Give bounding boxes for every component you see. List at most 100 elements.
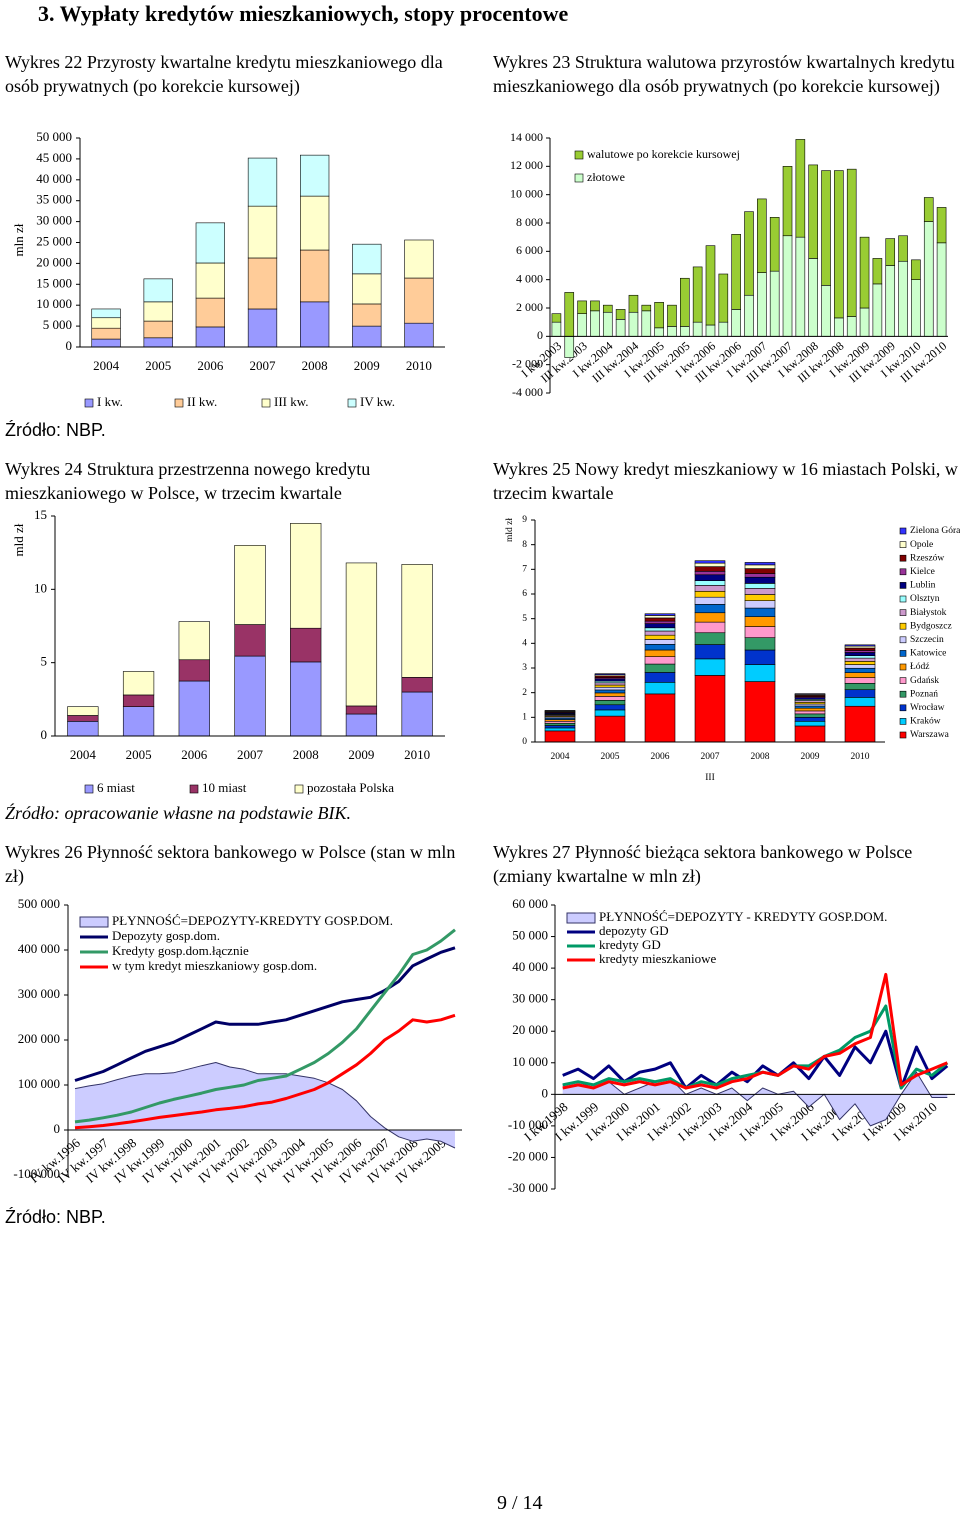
bar-segment xyxy=(577,300,587,314)
bar-segment xyxy=(821,285,831,337)
legend-swatch xyxy=(899,650,907,657)
y-tick-label: 9 xyxy=(522,515,527,525)
bar-segment xyxy=(844,677,876,684)
bar-segment xyxy=(694,580,726,586)
bar-segment xyxy=(844,689,876,698)
x-tick-label: 2005 xyxy=(126,747,152,762)
bar-segment xyxy=(692,321,703,337)
x-tick-label: 2005 xyxy=(145,358,171,373)
bar-segment xyxy=(769,270,780,337)
x-tick-label: 2004 xyxy=(551,752,570,762)
y-tick-label: 25 000 xyxy=(36,233,72,248)
legend-label: Opole xyxy=(910,540,933,550)
bar-segment xyxy=(872,258,883,285)
chart-title: Wykres 25 Nowy kredyt mieszkaniowy w 16 … xyxy=(493,459,958,503)
bar-segment xyxy=(885,265,896,337)
source-note: Źródło: NBP. xyxy=(5,1207,106,1227)
bar-segment xyxy=(844,682,876,691)
bar-segment xyxy=(615,309,626,320)
bar-segment xyxy=(744,573,776,578)
y-tick-label: 0 xyxy=(66,338,73,353)
bar-segment xyxy=(718,321,729,337)
legend-label: walutowe po korekcie kursowej xyxy=(587,147,740,161)
bar-segment xyxy=(794,705,826,709)
bar-segment xyxy=(694,596,726,605)
y-tick-label: 40 000 xyxy=(512,959,548,974)
bar-segment xyxy=(91,327,121,340)
y-tick-label: 60 000 xyxy=(512,896,548,911)
bar-segment xyxy=(564,292,575,337)
bar-segment xyxy=(794,710,826,715)
bar-segment xyxy=(769,217,780,272)
bar-segment xyxy=(844,705,876,743)
bar-segment xyxy=(594,678,626,682)
x-tick-label: 2010 xyxy=(851,752,870,762)
bar-segment xyxy=(290,523,322,629)
bar-segment xyxy=(401,691,433,737)
bar-segment xyxy=(794,707,826,712)
legend-label: Olsztyn xyxy=(910,594,940,604)
legend-swatch xyxy=(899,704,907,712)
legend-swatch xyxy=(84,784,94,794)
bar-segment xyxy=(744,637,776,651)
bar-segment xyxy=(345,705,378,715)
y-tick-label: 7 xyxy=(522,565,527,575)
bar-segment xyxy=(594,673,626,675)
x-tick-label: 2009 xyxy=(801,752,820,762)
bar-segment xyxy=(143,337,173,348)
y-tick-label: 10 000 xyxy=(510,186,543,200)
bar-segment xyxy=(794,693,826,695)
legend-label: III kw. xyxy=(274,394,309,409)
bar-segment xyxy=(705,245,716,326)
bar-segment xyxy=(692,266,703,323)
y-tick-label: 0 xyxy=(41,727,48,742)
bar-segment xyxy=(178,659,210,682)
bar-segment xyxy=(654,327,664,337)
bar-segment xyxy=(290,661,322,737)
line xyxy=(74,928,456,1124)
bar-segment xyxy=(654,302,664,329)
bar-segment xyxy=(143,301,173,322)
y-tick-label: -30 000 xyxy=(508,1180,548,1195)
bar-segment xyxy=(757,198,767,273)
bar-segment xyxy=(644,613,676,616)
bar-segment xyxy=(300,301,330,348)
bar-segment xyxy=(122,706,155,737)
bar-segment xyxy=(744,607,776,617)
y-tick-label: 20 000 xyxy=(36,254,72,269)
y-tick-label: 0 xyxy=(54,1121,61,1136)
y-tick-label: 300 000 xyxy=(18,986,60,1001)
y-tick-label: 10 000 xyxy=(512,1054,548,1069)
x-tick-label: 2008 xyxy=(302,358,328,373)
x-tick-label: 2007 xyxy=(250,358,277,373)
legend-swatch xyxy=(899,622,907,630)
y-tick-label: 5 xyxy=(41,654,48,669)
chart-title: Wykres 24 Struktura przestrzenna nowego … xyxy=(5,459,371,503)
legend-swatch xyxy=(899,690,907,698)
bar-segment xyxy=(91,308,121,319)
y-tick-label: 30 000 xyxy=(512,991,548,1006)
bar-segment xyxy=(644,623,676,629)
y-tick-label: 0 xyxy=(522,737,527,747)
y-tick-label: 100 000 xyxy=(18,1076,60,1091)
bar-segment xyxy=(834,317,844,337)
y-tick-label: -4 000 xyxy=(512,385,543,399)
bar-segment xyxy=(247,257,278,310)
x-tick-label: 2009 xyxy=(348,747,374,762)
legend-label: pozostała Polska xyxy=(307,780,394,795)
bar-segment xyxy=(67,715,99,722)
bar-segment xyxy=(352,243,382,275)
bar-segment xyxy=(923,221,934,337)
y-tick-label: 0 xyxy=(542,1085,549,1100)
y-tick-label: 5 xyxy=(522,614,527,624)
bar-segment xyxy=(564,336,575,358)
bar-segment xyxy=(590,300,600,312)
bar-segment xyxy=(644,620,676,624)
bar-segment xyxy=(195,326,225,348)
legend-label: Wrocław xyxy=(910,703,945,713)
bar-segment xyxy=(859,307,870,337)
legend-label: depozyty GD xyxy=(599,923,669,938)
bar-segment xyxy=(352,273,382,305)
legend-label: IV kw. xyxy=(360,394,395,409)
